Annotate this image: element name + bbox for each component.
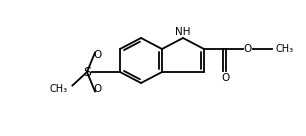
Text: O: O (244, 44, 252, 54)
Text: S: S (83, 66, 91, 78)
Text: NH: NH (175, 27, 191, 37)
Text: CH₃: CH₃ (275, 44, 293, 54)
Text: O: O (222, 73, 230, 83)
Text: O: O (94, 50, 102, 61)
Text: CH₃: CH₃ (49, 84, 67, 94)
Text: O: O (94, 84, 102, 94)
